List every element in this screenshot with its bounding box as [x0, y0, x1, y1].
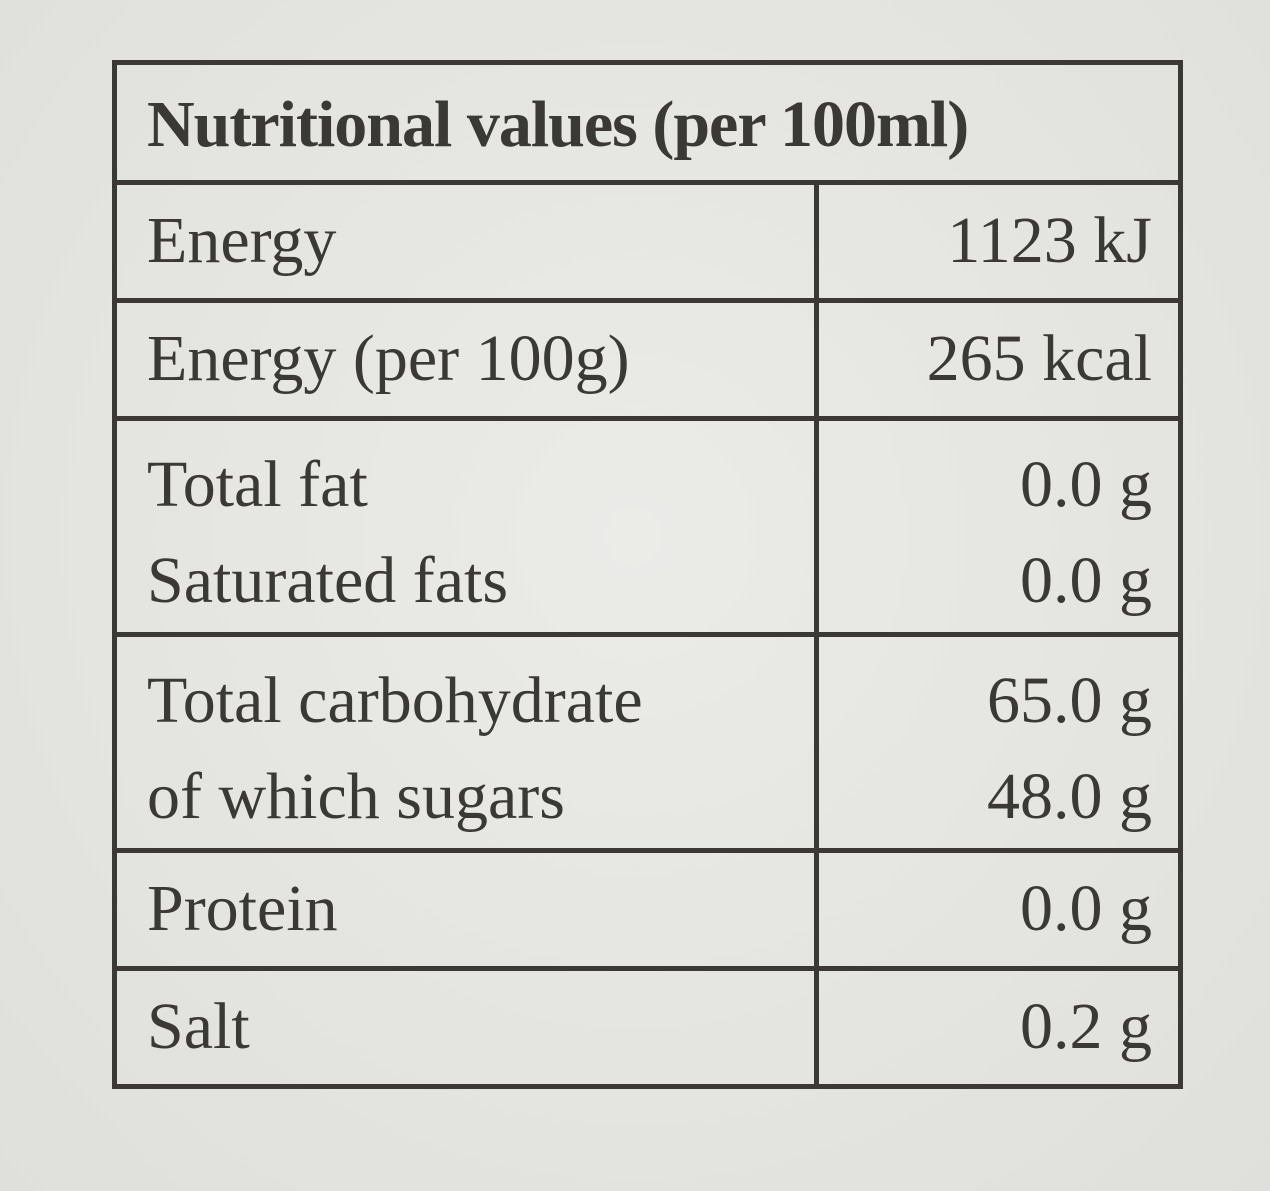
row-group: Energy (per 100g) 265 kcal [117, 303, 1178, 421]
column-divider [814, 853, 819, 966]
row-group: Protein 0.0 g [117, 853, 1178, 971]
nutrient-label: Protein [147, 872, 338, 945]
row-group: Total carbohydrate 65.0 g of which sugars 4… [117, 637, 1178, 853]
nutrition-table: Nutritional values (per 100ml) Energy 112… [112, 60, 1183, 1089]
nutrient-label: Saturated fats [147, 544, 509, 617]
row-group: Total fat 0.0 g Saturated fats 0.0 g [117, 421, 1178, 637]
nutrient-label: Energy [147, 204, 337, 277]
nutrient-value: 0.0 g [1020, 448, 1152, 521]
nutrient-value: 0.2 g [1020, 990, 1152, 1063]
column-divider [814, 303, 819, 416]
title-row: Nutritional values (per 100ml) [117, 65, 1178, 185]
nutrient-value: 65.0 g [987, 664, 1152, 737]
nutrient-label: Total carbohydrate [147, 664, 643, 737]
nutrient-value: 265 kcal [926, 322, 1152, 395]
nutrient-label: Salt [147, 990, 250, 1063]
column-divider [814, 971, 819, 1084]
row-group: Energy 1123 kJ [117, 185, 1178, 303]
column-divider [814, 637, 819, 848]
nutrient-value: 0.0 g [1020, 544, 1152, 617]
nutrient-label: Energy (per 100g) [147, 322, 630, 395]
nutrient-value: 48.0 g [987, 760, 1152, 833]
column-divider [814, 185, 819, 298]
nutrient-value: 0.0 g [1020, 872, 1152, 945]
column-divider [814, 421, 819, 632]
nutrient-label: of which sugars [147, 760, 565, 833]
nutrient-value: 1123 kJ [947, 204, 1152, 277]
row-group: Salt 0.2 g [117, 971, 1178, 1084]
nutrient-label: Total fat [147, 448, 368, 521]
table-title: Nutritional values (per 100ml) [147, 88, 969, 161]
